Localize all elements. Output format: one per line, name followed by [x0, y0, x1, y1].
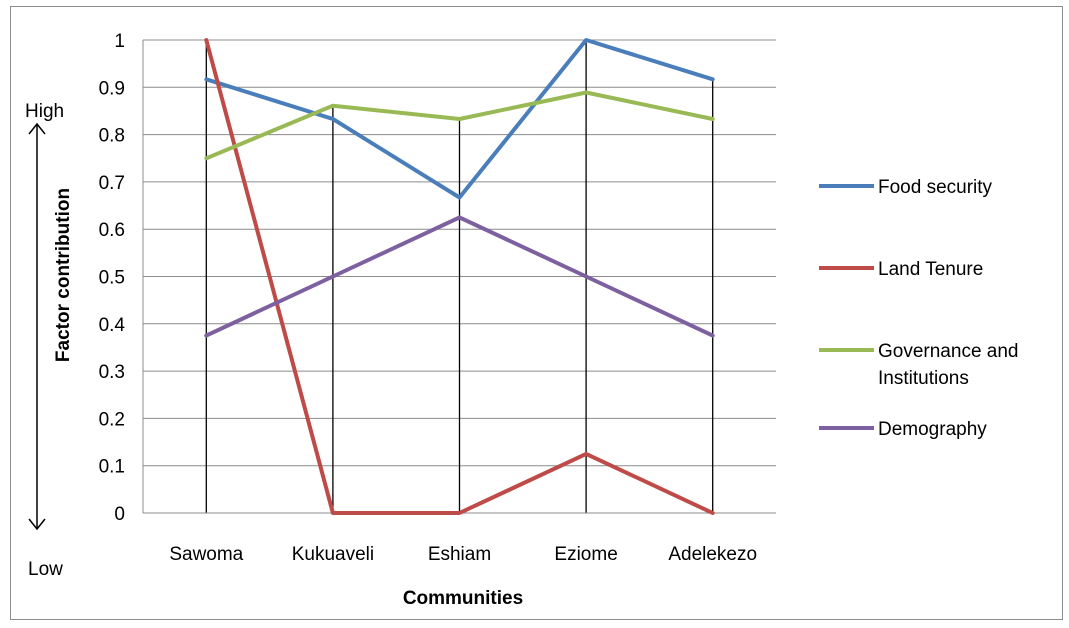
chart-frame: 0 0.1 0.2 0.3 0.4 0.5 0.6 0.7 0.8 0.9 1 Sawoma Kuku…: [10, 6, 1063, 620]
y-tick-label: 0: [114, 504, 125, 525]
series-lines: [204, 38, 715, 515]
legend-label: Governance and Institutions: [878, 341, 1019, 389]
x-axis-title: Communities: [403, 588, 523, 609]
high-label: High: [25, 101, 64, 122]
line-chart: 0 0.1 0.2 0.3 0.4 0.5 0.6 0.7 0.8 0.9 1 Sawoma Kuku…: [25, 31, 1019, 609]
legend-item-land-tenure: Land Tenure: [819, 259, 983, 280]
y-tick-label: 0.2: [99, 409, 125, 430]
y-tick-label: 0.6: [99, 220, 125, 241]
y-tick-label: 0.5: [99, 268, 125, 289]
x-tick-label: Adelekezo: [668, 544, 757, 565]
legend-item-governance-and-institutions: Governance and Institutions: [819, 341, 1019, 389]
y-tick-label: 0.7: [99, 173, 125, 194]
series-line-governance-and-institutions: [204, 90, 715, 161]
x-tick-labels: Sawoma Kukuaveli Eshiam Eziome Adelekezo: [169, 544, 757, 565]
legend-item-food-security: Food security: [819, 177, 993, 198]
series-line-land-tenure: [204, 38, 715, 515]
y-tick-labels: 0 0.1 0.2 0.3 0.4 0.5 0.6 0.7 0.8 0.9 1: [99, 31, 126, 525]
y-axis-title: Factor contribution: [53, 188, 74, 362]
y-tick-label: 0.9: [99, 78, 125, 99]
legend: Food security Land Tenure Governance and In…: [819, 177, 1019, 440]
legend-label: Land Tenure: [878, 259, 983, 280]
x-tick-label: Kukuaveli: [292, 544, 374, 565]
x-tick-label: Eziome: [554, 544, 617, 565]
x-tick-label: Sawoma: [169, 544, 243, 565]
x-tick-label: Eshiam: [428, 544, 491, 565]
y-tick-label: 1: [114, 31, 125, 52]
low-label: Low: [28, 559, 63, 580]
series-line-demography: [204, 215, 715, 338]
y-tick-label: 0.1: [99, 457, 125, 478]
series-line-food-security: [204, 38, 715, 200]
legend-label: Demography: [878, 419, 987, 440]
legend-item-demography: Demography: [819, 419, 987, 440]
y-tick-label: 0.4: [99, 315, 126, 336]
high-low-arrow: [28, 122, 46, 531]
y-tick-label: 0.3: [99, 362, 125, 383]
y-tick-label: 0.8: [99, 126, 125, 147]
legend-label: Food security: [878, 177, 993, 198]
